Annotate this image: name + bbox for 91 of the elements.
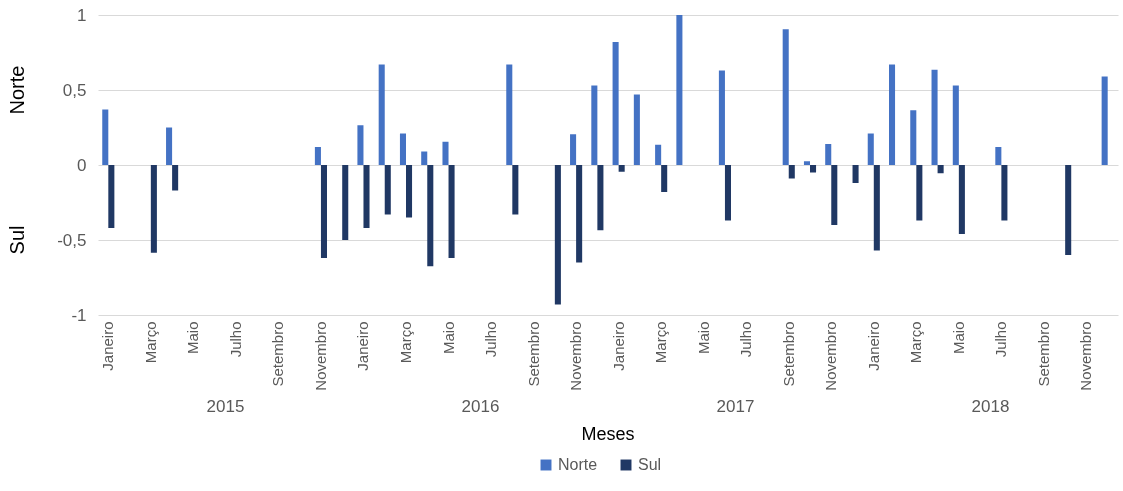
text: 2017: [716, 397, 755, 416]
y-tick-label: 0: [77, 155, 87, 175]
bar: [852, 165, 859, 183]
bar: [873, 165, 880, 251]
text: 2016: [461, 397, 500, 416]
bar: [937, 165, 944, 174]
bar: [363, 165, 370, 228]
bar: [910, 110, 917, 165]
bar: [399, 133, 406, 165]
bar: [102, 109, 109, 165]
legend-label: Norte: [558, 456, 598, 473]
bar: [958, 165, 965, 234]
bar: [618, 165, 625, 172]
bar: [150, 165, 157, 253]
x-tick-label: Maio: [694, 321, 712, 355]
bar: [676, 15, 683, 165]
bar: [427, 165, 434, 267]
bar: [448, 165, 455, 258]
bar: [916, 165, 923, 221]
x-tick-label: Março: [397, 321, 414, 364]
bar: [108, 165, 115, 228]
x-axis-title: Meses: [581, 424, 635, 444]
x-tick-label: Novembro: [311, 321, 329, 391]
bar: [633, 94, 640, 165]
bar: [320, 165, 328, 258]
bar: [570, 134, 577, 165]
x-tick-label: Julho: [226, 321, 244, 358]
x-tick-label: Março: [141, 321, 159, 364]
y-axis-title: Norte: [6, 65, 28, 115]
bar: [825, 144, 832, 165]
bar: [612, 42, 619, 165]
x-tick-label: Janeiro: [864, 321, 882, 371]
bar: [576, 165, 583, 263]
y-tick-label: -0,5: [57, 230, 87, 250]
bar: [803, 161, 810, 165]
bar: [554, 165, 561, 305]
x-tick-label: Setembro: [779, 321, 797, 387]
x-tick-label: Novembro: [822, 321, 840, 391]
x-tick-label: Novembro: [1077, 321, 1095, 391]
text: 2018: [971, 397, 1010, 416]
bar: [718, 70, 725, 165]
x-tick-label: Março: [907, 321, 925, 364]
x-tick-label: Julho: [737, 321, 755, 358]
bar: [831, 165, 838, 225]
x-tick-label: Janeiro: [354, 321, 372, 371]
bar: [406, 165, 413, 218]
bar: [995, 147, 1002, 165]
x-tick-label: Setembro: [524, 321, 542, 387]
bar: [952, 85, 959, 165]
bar: [931, 69, 938, 165]
y-tick-label: 0,5: [62, 80, 87, 100]
x-tick-label: Maio: [184, 321, 202, 355]
text: Sul: [6, 225, 28, 255]
bar: [661, 165, 668, 192]
y-tick-label: 1: [77, 5, 87, 25]
bar: [788, 165, 795, 179]
bar: [166, 127, 173, 165]
bar: [1065, 165, 1072, 255]
x-tick-label: Maio: [949, 321, 967, 355]
x-tick-label: Julho: [482, 321, 500, 358]
x-tick-label: Março: [652, 321, 670, 364]
x-tick-label: Novembro: [567, 321, 585, 391]
bar: [512, 165, 519, 215]
bar: [655, 144, 662, 165]
bar: [1101, 76, 1108, 165]
text: 2015: [206, 397, 245, 416]
bar: [342, 165, 349, 240]
legend-label: Sul: [638, 456, 662, 473]
x-tick-label: Julho: [992, 321, 1010, 358]
bar: [421, 151, 428, 165]
bar: [591, 85, 598, 165]
bar: [1001, 165, 1008, 221]
bar: [782, 29, 789, 165]
bar: [384, 165, 391, 215]
x-tick-label: Setembro: [1034, 321, 1052, 387]
x-tick-label: Janeiro: [609, 321, 627, 371]
bar: [597, 165, 604, 231]
bar: [867, 133, 874, 165]
bar: [888, 64, 896, 165]
bar: [506, 64, 513, 165]
bar: [810, 165, 817, 173]
bar: [378, 64, 385, 165]
x-tick-label: Maio: [439, 321, 457, 355]
bar: [172, 165, 179, 191]
bar: [357, 125, 364, 165]
x-tick-label: Setembro: [269, 321, 287, 387]
bar: [724, 165, 732, 221]
bar: [442, 141, 449, 165]
x-tick-label: Janeiro: [99, 321, 117, 371]
bar: [314, 147, 321, 165]
y-tick-label: -1: [71, 305, 87, 325]
